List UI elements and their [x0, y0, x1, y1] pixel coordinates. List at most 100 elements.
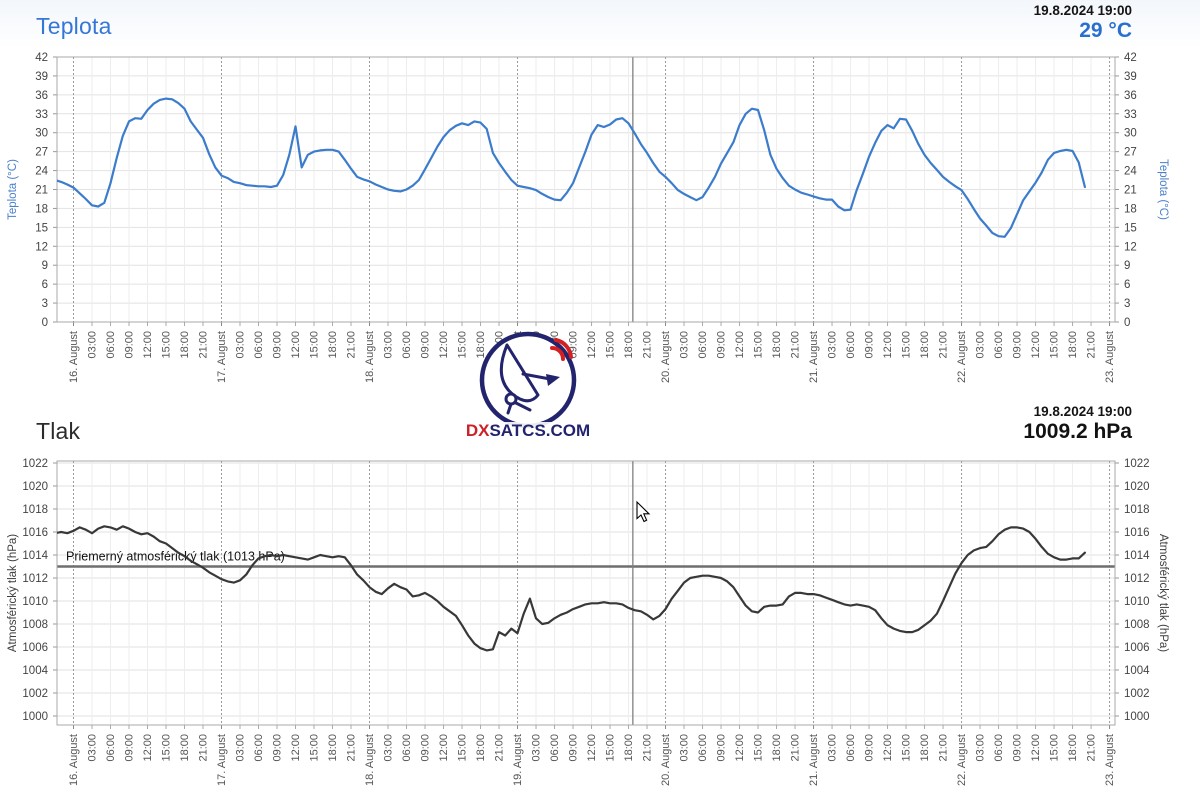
x-time-label: 21:00: [938, 734, 950, 762]
x-time-label: 15:00: [605, 734, 617, 762]
y-tick-label: 1004: [22, 665, 48, 677]
x-time-label: 03:00: [87, 734, 99, 762]
x-time-label: 21:00: [494, 734, 506, 762]
x-day-label: 20. August: [660, 734, 672, 786]
x-day-label: 18. August: [364, 734, 376, 786]
y-tick-label: 1012: [22, 573, 48, 585]
x-time-label: 09:00: [272, 734, 284, 762]
y-axis-title-right: Atmosférický tlak (hPa): [1157, 534, 1169, 652]
y-tick-label: 3: [42, 298, 48, 310]
pressure-chart[interactable]: 1000 1000 1002 1002 1004 1004 1006 1006 1008 1008…: [7, 458, 1169, 786]
y-tick-label: 36: [35, 90, 48, 102]
y-tick-label: 1008: [22, 619, 48, 631]
y-tick-label: 30: [1124, 128, 1137, 140]
y-axis-title-left: Teplota (°C): [7, 159, 19, 220]
dxsatcs-logo[interactable]: DXSATCS.COM: [466, 331, 590, 440]
x-day-label: 16. August: [68, 331, 80, 383]
x-day-label: 22. August: [956, 331, 968, 383]
y-tick-label: 6: [1124, 279, 1130, 291]
y-tick-label: 1000: [1124, 711, 1150, 723]
y-tick-label: 1016: [1124, 527, 1150, 539]
x-time-label: 18:00: [179, 331, 191, 359]
x-time-label: 18:00: [623, 331, 635, 359]
y-tick-label: 1014: [22, 550, 48, 562]
x-day-label: 20. August: [660, 331, 672, 383]
x-time-label: 15:00: [309, 331, 321, 359]
x-time-label: 09:00: [568, 734, 580, 762]
y-axis-title-right: Teplota (°C): [1157, 159, 1169, 220]
x-time-label: 06:00: [253, 331, 265, 359]
x-time-label: 03:00: [679, 734, 691, 762]
x-time-label: 18:00: [179, 734, 191, 762]
y-tick-label: 1010: [1124, 596, 1150, 608]
y-tick-label: 1020: [22, 481, 48, 493]
x-time-label: 18:00: [919, 331, 931, 359]
temperature-current-datetime: 19.8.2024 19:00: [1033, 3, 1132, 18]
y-tick-label: 12: [35, 241, 48, 253]
mouse-cursor-icon: [636, 500, 651, 523]
tlak-series-line: [57, 525, 1087, 652]
temperature-current-value: 29 °C: [1079, 19, 1132, 42]
y-tick-label: 1022: [22, 458, 48, 470]
x-day-label: 22. August: [956, 734, 968, 786]
y-tick-label: 21: [35, 185, 48, 197]
x-day-label: 17. August: [216, 331, 228, 383]
x-time-label: 12:00: [1030, 734, 1042, 762]
y-tick-label: 1012: [1124, 573, 1150, 585]
x-time-label: 21:00: [198, 734, 210, 762]
pressure-chart-title: Tlak: [36, 418, 81, 444]
x-time-label: 06:00: [993, 331, 1005, 359]
x-time-label: 18:00: [1067, 331, 1079, 359]
x-time-label: 21:00: [790, 734, 802, 762]
y-tick-label: 9: [42, 260, 48, 272]
x-time-label: 15:00: [901, 331, 913, 359]
x-time-label: 12:00: [586, 331, 598, 359]
x-time-label: 15:00: [605, 331, 617, 359]
x-time-label: 03:00: [827, 331, 839, 359]
x-day-label: 23. August: [1104, 734, 1116, 786]
y-tick-label: 39: [35, 71, 48, 83]
x-time-label: 21:00: [642, 331, 654, 359]
x-time-label: 12:00: [142, 734, 154, 762]
y-tick-label: 36: [1124, 90, 1137, 102]
x-time-label: 03:00: [383, 734, 395, 762]
x-time-label: 09:00: [1012, 331, 1024, 359]
y-tick-label: 1018: [1124, 504, 1150, 516]
x-time-label: 06:00: [105, 734, 117, 762]
x-time-label: 15:00: [901, 734, 913, 762]
logo-text-bg: [466, 422, 590, 440]
y-tick-label: 33: [1124, 109, 1137, 121]
y-tick-label: 9: [1124, 260, 1130, 272]
x-time-label: 09:00: [420, 331, 432, 359]
x-day-label: 19. August: [512, 734, 524, 786]
x-day-label: 21. August: [808, 734, 820, 786]
x-time-label: 15:00: [753, 734, 765, 762]
pressure-current-value: 1009.2 hPa: [1023, 420, 1132, 443]
y-tick-label: 1002: [22, 688, 48, 700]
y-tick-label: 42: [35, 52, 48, 64]
y-tick-label: 12: [1124, 241, 1137, 253]
x-time-label: 09:00: [1012, 734, 1024, 762]
x-time-label: 15:00: [1049, 331, 1061, 359]
logo-text: DXSATCS.COM: [466, 421, 590, 440]
x-time-label: 06:00: [845, 734, 857, 762]
x-time-label: 18:00: [475, 734, 487, 762]
y-tick-label: 39: [1124, 71, 1137, 83]
x-time-label: 21:00: [642, 734, 654, 762]
x-time-label: 09:00: [420, 734, 432, 762]
y-tick-label: 1020: [1124, 481, 1150, 493]
x-time-label: 06:00: [697, 331, 709, 359]
x-time-label: 12:00: [290, 331, 302, 359]
y-tick-label: 42: [1124, 52, 1137, 64]
x-time-label: 21:00: [938, 331, 950, 359]
x-time-label: 21:00: [1086, 734, 1098, 762]
x-time-label: 12:00: [142, 331, 154, 359]
x-time-label: 12:00: [586, 734, 598, 762]
x-time-label: 06:00: [697, 734, 709, 762]
x-time-label: 18:00: [327, 331, 339, 359]
x-time-label: 15:00: [161, 734, 173, 762]
y-tick-label: 0: [42, 317, 48, 329]
y-tick-label: 18: [35, 203, 48, 215]
